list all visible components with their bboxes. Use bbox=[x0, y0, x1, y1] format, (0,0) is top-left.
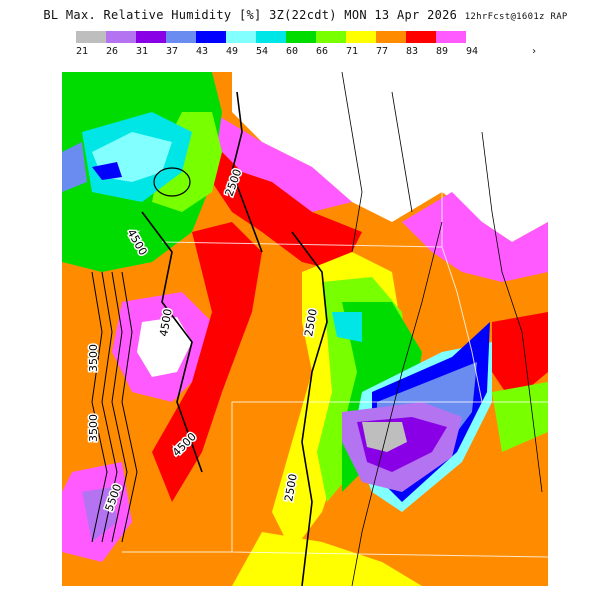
legend-tick-label: 71 bbox=[346, 46, 359, 57]
legend-tick-label: 83 bbox=[406, 46, 419, 57]
contour-west-3 bbox=[111, 271, 128, 543]
legend-swatch bbox=[256, 31, 286, 43]
contour-label-halo: 3500 bbox=[87, 344, 100, 372]
legend-tick-label: 49 bbox=[226, 46, 239, 57]
contour-label: 3500 bbox=[87, 414, 100, 442]
rh-gray-core bbox=[362, 422, 407, 452]
contour-west-1 bbox=[91, 271, 108, 543]
rh-red-west bbox=[152, 222, 262, 502]
rh-yellow-south bbox=[232, 532, 422, 586]
contour-label-halo: 3500 bbox=[87, 414, 100, 442]
contour-west-2 bbox=[101, 271, 118, 543]
contour-east-thin-2 bbox=[351, 221, 443, 587]
chevron-right-icon: › bbox=[531, 46, 538, 57]
rh-red-east bbox=[492, 312, 548, 402]
rh-red-north bbox=[212, 152, 362, 272]
legend-tick-label: 60 bbox=[286, 46, 299, 57]
contour-2500-north bbox=[231, 91, 263, 253]
rh-pink-north bbox=[212, 112, 352, 212]
map-title: BL Max. Relative Humidity [%] 3Z(22cdt) … bbox=[0, 8, 611, 22]
legend-tick-label: 89 bbox=[436, 46, 449, 57]
rh-lime-east bbox=[492, 382, 548, 452]
title-main: BL Max. Relative Humidity [%] 3Z(22cdt) … bbox=[43, 8, 458, 22]
legend-swatch bbox=[106, 31, 136, 43]
rh-blue-west-2 bbox=[62, 142, 87, 192]
legend-swatch bbox=[346, 31, 376, 43]
legend-swatch bbox=[196, 31, 226, 43]
legend-swatch bbox=[466, 31, 496, 43]
contour-label: 2500 bbox=[302, 308, 320, 338]
legend-swatch bbox=[136, 31, 166, 43]
legend-tick-label: 77 bbox=[376, 46, 389, 57]
contour-label: 4500 bbox=[157, 308, 175, 338]
contour-2500-center bbox=[291, 231, 328, 587]
state-border-3 bbox=[441, 246, 483, 403]
contour-label: 2500 bbox=[282, 473, 300, 503]
legend-swatch bbox=[76, 31, 106, 43]
legend-swatch bbox=[166, 31, 196, 43]
legend-swatch bbox=[316, 31, 346, 43]
contour-label: 3500 bbox=[87, 344, 100, 372]
rh-blue-west bbox=[92, 162, 122, 180]
map-canvas: 2500250025002500250025004500450045004500… bbox=[62, 71, 549, 587]
contour-north-thin-2 bbox=[391, 91, 413, 213]
legend-tick-label: 26 bbox=[106, 46, 119, 57]
legend-swatch bbox=[406, 31, 436, 43]
rh-purple-southwest bbox=[82, 487, 117, 542]
rh-cyan-center bbox=[332, 312, 362, 342]
legend-tick-label: 94 bbox=[466, 46, 479, 57]
rh-pink-northeast bbox=[402, 192, 548, 282]
contour-west-4 bbox=[121, 271, 138, 543]
legend-swatch bbox=[376, 31, 406, 43]
legend-tick-label: 31 bbox=[136, 46, 149, 57]
contour-ring-northwest bbox=[153, 167, 191, 197]
legend-tick-label: 66 bbox=[316, 46, 329, 57]
legend-swatch bbox=[226, 31, 256, 43]
legend-tick-label: 54 bbox=[256, 46, 269, 57]
humidity-map: 2500 2500 2500 2500 2500 2500 4500 4500 4500 4500… bbox=[62, 71, 549, 587]
legend-swatch bbox=[436, 31, 466, 43]
contour-north-thin-1 bbox=[341, 71, 363, 253]
contour-4500-west bbox=[141, 211, 203, 473]
legend-tick-label: 37 bbox=[166, 46, 179, 57]
legend-tick-label: 43 bbox=[196, 46, 209, 57]
rh-white-west bbox=[137, 317, 192, 377]
legend-tick-label: 21 bbox=[76, 46, 89, 57]
rh-white-northeast bbox=[232, 72, 548, 242]
title-run: 12hrFcst@1601z RAP bbox=[464, 12, 568, 22]
legend-swatch bbox=[286, 31, 316, 43]
contour-east-thin-1 bbox=[481, 131, 543, 493]
